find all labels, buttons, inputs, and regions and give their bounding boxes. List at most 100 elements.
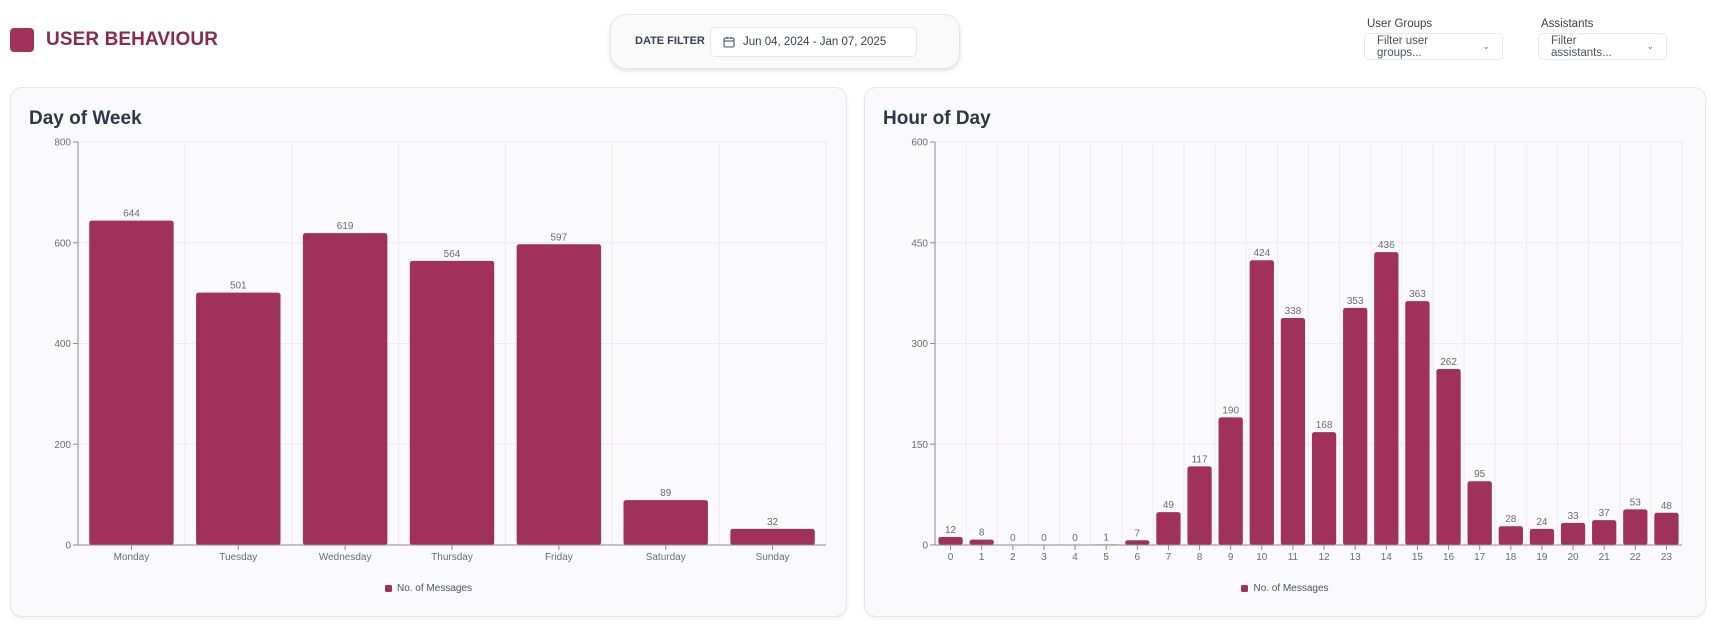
bar bbox=[1187, 466, 1212, 545]
bar bbox=[1654, 512, 1679, 545]
assistants-filter: Assistants Filter assistants... ⌄ bbox=[1538, 18, 1667, 60]
x-tick-label: 20 bbox=[1568, 552, 1580, 563]
x-tick-label: 7 bbox=[1166, 552, 1172, 563]
x-tick-label: Tuesday bbox=[219, 552, 257, 563]
bar bbox=[1623, 509, 1648, 545]
brand-logo-icon bbox=[10, 28, 34, 52]
data-label: 7 bbox=[1135, 528, 1141, 539]
bar bbox=[1498, 526, 1523, 545]
y-tick-label: 0 bbox=[922, 541, 928, 552]
x-tick-label: 1 bbox=[979, 552, 985, 563]
bar bbox=[1125, 540, 1150, 545]
data-label: 53 bbox=[1630, 497, 1642, 508]
day-of-week-chart: 0 200 400 600 800 644 Monday 501 Tuesday 619 Wedne… bbox=[54, 138, 827, 563]
bar bbox=[1249, 260, 1274, 545]
y-tick-label: 0 bbox=[65, 541, 71, 552]
x-tick-label: Saturday bbox=[646, 552, 686, 563]
data-label: 190 bbox=[1222, 405, 1239, 416]
x-tick-label: 5 bbox=[1103, 552, 1109, 563]
bar bbox=[1467, 481, 1492, 545]
bar bbox=[1311, 432, 1337, 545]
hour-of-day-legend[interactable]: No. of Messages bbox=[865, 583, 1705, 594]
user-groups-filter: User Groups Filter user groups... ⌄ bbox=[1364, 18, 1503, 60]
data-label: 95 bbox=[1474, 469, 1486, 480]
bar bbox=[938, 536, 963, 545]
legend-label: No. of Messages bbox=[396, 583, 473, 594]
x-tick-label: 4 bbox=[1072, 552, 1078, 563]
data-label: 89 bbox=[660, 488, 672, 499]
y-tick-label: 300 bbox=[911, 339, 928, 350]
data-label: 37 bbox=[1599, 508, 1611, 519]
calendar-icon bbox=[723, 36, 735, 48]
date-filter-label: DATE FILTER bbox=[635, 35, 705, 47]
x-tick-label: 21 bbox=[1599, 552, 1611, 563]
data-label: 262 bbox=[1440, 357, 1457, 368]
data-label: 0 bbox=[1072, 533, 1078, 544]
bar bbox=[196, 292, 281, 545]
date-range-picker[interactable]: Jun 04, 2024 - Jan 07, 2025 bbox=[710, 27, 917, 57]
bar bbox=[1156, 512, 1181, 545]
data-label: 363 bbox=[1409, 289, 1426, 300]
data-label: 597 bbox=[551, 232, 568, 243]
data-label: 49 bbox=[1163, 500, 1175, 511]
day-of-week-title: Day of Week bbox=[29, 108, 142, 129]
y-tick-label: 600 bbox=[54, 238, 71, 249]
x-tick-label: 3 bbox=[1041, 552, 1047, 563]
data-label: 619 bbox=[337, 221, 354, 232]
bar bbox=[1436, 369, 1461, 545]
data-label: 32 bbox=[767, 517, 779, 528]
x-tick-label: 0 bbox=[948, 552, 954, 563]
data-label: 353 bbox=[1347, 296, 1364, 307]
x-tick-label: 12 bbox=[1319, 552, 1331, 563]
bar bbox=[1280, 317, 1306, 545]
user-groups-label: User Groups bbox=[1367, 18, 1433, 30]
data-label: 33 bbox=[1568, 511, 1580, 522]
x-tick-label: Wednesday bbox=[319, 552, 372, 563]
day-of-week-legend[interactable]: No. of Messages bbox=[11, 583, 846, 594]
data-label: 8 bbox=[979, 528, 985, 539]
bar bbox=[516, 244, 602, 545]
data-label: 0 bbox=[1010, 533, 1016, 544]
bar bbox=[1374, 252, 1399, 546]
bar bbox=[1343, 307, 1368, 545]
data-label: 117 bbox=[1192, 454, 1208, 465]
y-tick-label: 200 bbox=[54, 440, 71, 451]
bar bbox=[969, 539, 994, 545]
hour-of-day-title: Hour of Day bbox=[883, 108, 991, 129]
assistants-select[interactable]: Filter assistants... ⌄ bbox=[1538, 33, 1667, 60]
bar bbox=[302, 233, 388, 545]
x-tick-label: 14 bbox=[1381, 552, 1393, 563]
x-tick-label: 9 bbox=[1228, 552, 1234, 563]
chevron-down-icon: ⌄ bbox=[1646, 41, 1654, 51]
chevron-down-icon: ⌄ bbox=[1482, 41, 1490, 51]
data-label: 24 bbox=[1536, 517, 1548, 528]
x-tick-label: Sunday bbox=[756, 552, 790, 563]
y-tick-label: 800 bbox=[54, 138, 71, 149]
legend-label: No. of Messages bbox=[1253, 583, 1329, 594]
x-tick-label: 8 bbox=[1197, 552, 1203, 563]
data-label: 564 bbox=[444, 249, 461, 260]
user-groups-select[interactable]: Filter user groups... ⌄ bbox=[1364, 33, 1503, 60]
x-tick-label: Thursday bbox=[431, 552, 473, 563]
x-tick-label: 10 bbox=[1256, 552, 1268, 563]
y-tick-label: 400 bbox=[54, 339, 71, 350]
legend-swatch bbox=[384, 585, 392, 592]
data-label: 28 bbox=[1505, 514, 1517, 525]
data-label: 0 bbox=[1041, 533, 1047, 544]
x-tick-label: 23 bbox=[1661, 552, 1673, 563]
x-tick-label: 22 bbox=[1630, 552, 1642, 563]
bar bbox=[409, 260, 495, 545]
y-tick-label: 150 bbox=[911, 440, 928, 451]
x-tick-label: 2 bbox=[1010, 552, 1016, 563]
assistants-placeholder: Filter assistants... bbox=[1551, 34, 1612, 59]
bar bbox=[1218, 417, 1243, 545]
bar bbox=[1529, 528, 1555, 545]
hour-of-day-card: Hour of Day 0 150 300 450 600 12 0 8 1 0 2 0 3 0 4 1 5 7 6… bbox=[864, 87, 1706, 617]
x-tick-label: Monday bbox=[114, 552, 150, 563]
date-range-value: Jun 04, 2024 - Jan 07, 2025 bbox=[743, 36, 887, 48]
data-label: 338 bbox=[1285, 306, 1302, 317]
page-title: USER BEHAVIOUR bbox=[46, 29, 219, 50]
data-label: 424 bbox=[1253, 248, 1270, 259]
data-label: 501 bbox=[230, 281, 247, 292]
data-label: 168 bbox=[1316, 420, 1333, 431]
